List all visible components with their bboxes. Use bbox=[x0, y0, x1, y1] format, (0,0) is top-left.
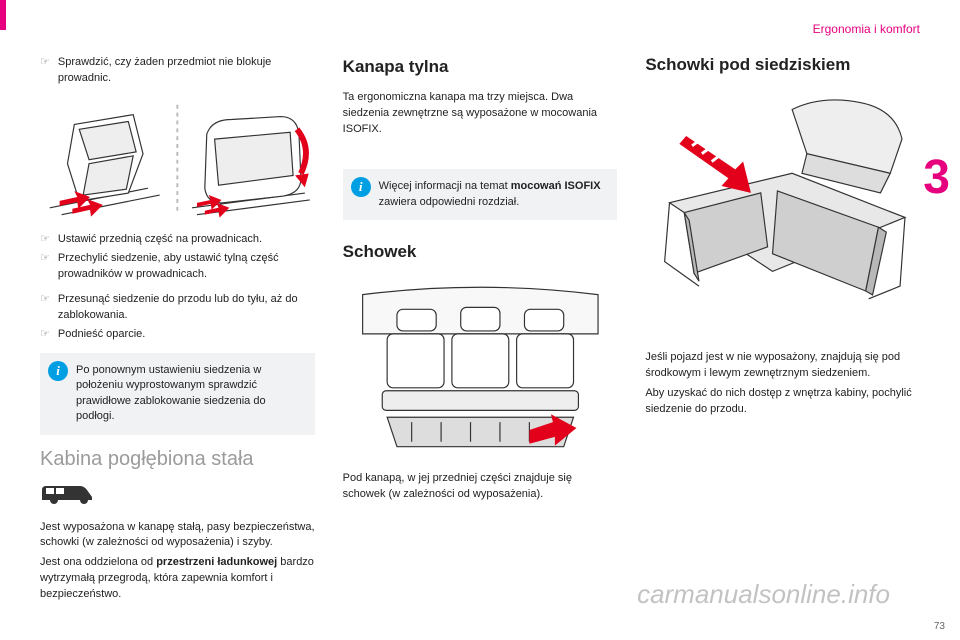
content-columns: ☞ Sprawdzić, czy żaden przedmiot nie blo… bbox=[40, 55, 920, 605]
figure-bench-storage bbox=[343, 275, 618, 461]
column-1: ☞ Sprawdzić, czy żaden przedmiot nie blo… bbox=[40, 55, 315, 605]
paragraph: Jest wyposażona w kanapę stałą, pasy bez… bbox=[40, 520, 315, 552]
van-icon bbox=[40, 482, 315, 514]
bullet-item: ☞ Przesunąć siedzenie do przodu lub do t… bbox=[40, 292, 315, 324]
watermark: carmanualsonline.info bbox=[637, 579, 890, 610]
paragraph: Jest ona oddzielona od przestrzeni ładun… bbox=[40, 555, 315, 603]
heading-rear-bench: Kanapa tylna bbox=[343, 55, 618, 80]
info-icon: i bbox=[351, 177, 371, 197]
bullet-marker-icon: ☞ bbox=[40, 327, 50, 343]
bullet-item: ☞ Ustawić przednią część na prowadnicach… bbox=[40, 232, 315, 248]
bullet-marker-icon: ☞ bbox=[40, 251, 50, 283]
text-span: Jest ona oddzielona od bbox=[40, 556, 156, 568]
text-span: Więcej informacji na temat bbox=[379, 180, 511, 192]
bullet-marker-icon: ☞ bbox=[40, 292, 50, 324]
bullet-item: ☞ Podnieść oparcie. bbox=[40, 327, 315, 343]
column-2: Kanapa tylna Ta ergonomiczna kanapa ma t… bbox=[343, 55, 618, 605]
page-accent-tab bbox=[0, 0, 6, 30]
text-bold: przestrzeni ładunkowej bbox=[156, 556, 277, 568]
text-span: zawiera odpowiedni rozdział. bbox=[379, 196, 520, 208]
heading-storage: Schowek bbox=[343, 240, 618, 265]
paragraph: Aby uzyskać do nich dostęp z wnętrza kab… bbox=[645, 386, 920, 418]
text-bold: mocowań ISOFIX bbox=[511, 180, 601, 192]
bullet-item: ☞ Przechylić siedzenie, aby ustawić tyln… bbox=[40, 251, 315, 283]
paragraph: Ta ergonomiczna kanapa ma trzy miejsca. … bbox=[343, 90, 618, 138]
figure-underseat-storage bbox=[645, 85, 920, 340]
column-3: Schowki pod siedziskiem bbox=[645, 55, 920, 605]
heading-fixed-cabin: Kabina pogłębiona stała bbox=[40, 445, 315, 474]
bullet-marker-icon: ☞ bbox=[40, 55, 50, 87]
page-number: 73 bbox=[934, 621, 945, 632]
info-text: Po ponownym ustawieniu siedzenia w położ… bbox=[76, 364, 266, 422]
section-header: Ergonomia i komfort bbox=[813, 22, 920, 36]
bullet-text: Podnieść oparcie. bbox=[58, 327, 145, 343]
bullet-item: ☞ Sprawdzić, czy żaden przedmiot nie blo… bbox=[40, 55, 315, 87]
info-box: i Więcej informacji na temat mocowań ISO… bbox=[343, 169, 618, 220]
bullet-text: Przesunąć siedzenie do przodu lub do tył… bbox=[58, 292, 315, 324]
bullet-text: Przechylić siedzenie, aby ustawić tylną … bbox=[58, 251, 315, 283]
paragraph: Jeśli pojazd jest w nie wyposażony, znaj… bbox=[645, 350, 920, 382]
paragraph: Pod kanapą, w jej przedniej części znajd… bbox=[343, 471, 618, 503]
bullet-text: Ustawić przednią część na prowadnicach. bbox=[58, 232, 262, 248]
heading-underseat-storage: Schowki pod siedziskiem bbox=[645, 55, 920, 75]
info-icon: i bbox=[48, 361, 68, 381]
info-text: Więcej informacji na temat mocowań ISOFI… bbox=[379, 180, 601, 207]
bullet-marker-icon: ☞ bbox=[40, 232, 50, 248]
bullet-text: Sprawdzić, czy żaden przedmiot nie bloku… bbox=[58, 55, 315, 87]
figure-seat-on-rails bbox=[40, 95, 315, 223]
chapter-number: 3 bbox=[923, 150, 950, 205]
info-box: i Po ponownym ustawieniu siedzenia w poł… bbox=[40, 353, 315, 435]
